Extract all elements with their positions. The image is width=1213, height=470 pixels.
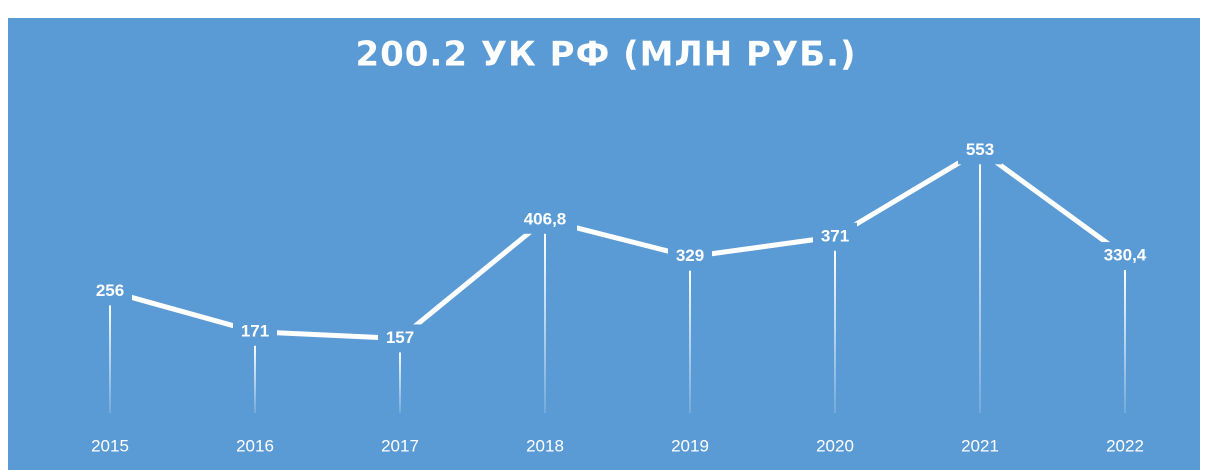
drop-line <box>544 231 546 413</box>
x-tick-label: 2015 <box>91 436 129 455</box>
label-background <box>813 222 857 251</box>
label-background <box>88 277 132 306</box>
data-label: 256 <box>96 281 124 300</box>
drop-line <box>109 303 111 413</box>
data-label: 330,4 <box>1104 246 1147 265</box>
label-background <box>378 324 422 353</box>
x-tick-label: 2017 <box>381 436 419 455</box>
data-label: 329 <box>676 246 704 265</box>
x-tick-label: 2020 <box>816 436 854 455</box>
drop-line <box>1124 268 1126 413</box>
x-tick-label: 2019 <box>671 436 709 455</box>
data-label: 371 <box>821 226 849 245</box>
data-label: 553 <box>966 140 994 159</box>
label-background <box>958 136 1002 165</box>
data-label: 171 <box>241 321 269 340</box>
drop-line <box>399 350 401 413</box>
drop-line <box>254 343 256 413</box>
line <box>109 147 1127 341</box>
drop-line <box>689 268 691 413</box>
data-label: 157 <box>386 328 414 347</box>
plot-background <box>8 18 1200 470</box>
chart-title: 200.2 УК РФ (МЛН РУБ.) <box>355 35 856 75</box>
x-tick-label: 2021 <box>961 436 999 455</box>
label-background <box>1093 242 1157 271</box>
label-background <box>513 205 577 234</box>
drop-line <box>834 248 836 413</box>
data-label: 406,8 <box>524 209 567 228</box>
drop-line <box>979 162 981 413</box>
label-background <box>668 242 712 271</box>
label-background <box>233 317 277 346</box>
x-tick-label: 2022 <box>1106 436 1144 455</box>
x-tick-label: 2016 <box>236 436 274 455</box>
x-tick-label: 2018 <box>526 436 564 455</box>
